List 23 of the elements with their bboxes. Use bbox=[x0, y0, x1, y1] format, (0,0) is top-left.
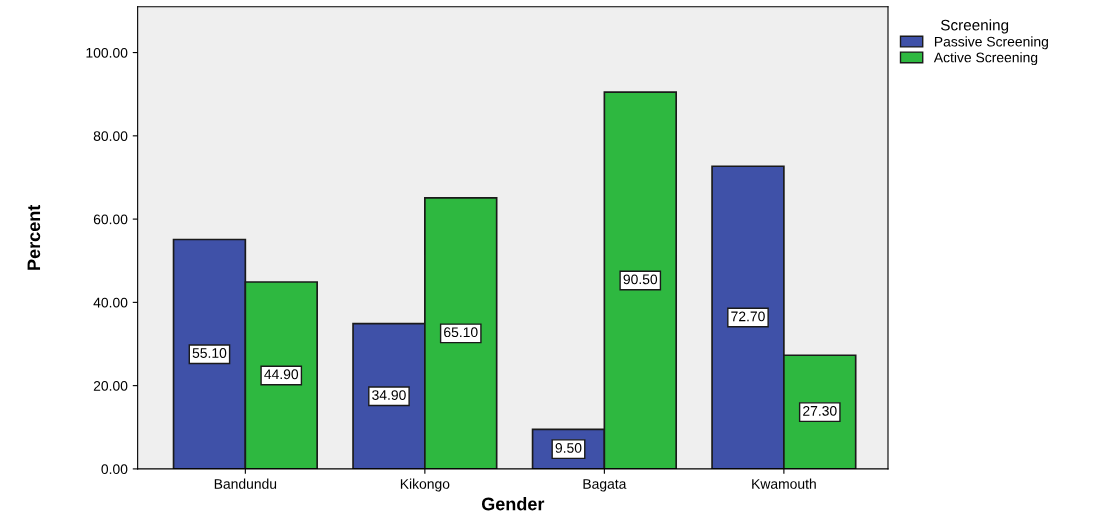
y-tick-label: 60.00 bbox=[93, 214, 128, 225]
x-tick-label: Bagata bbox=[583, 479, 627, 492]
y-axis-title: Percent bbox=[27, 204, 41, 270]
y-tick-label: 0.00 bbox=[101, 464, 128, 475]
data-label: 27.30 bbox=[803, 405, 837, 416]
y-tick-label: 40.00 bbox=[93, 297, 128, 308]
data-label: 90.50 bbox=[623, 274, 658, 285]
legend-label: Passive Screening bbox=[934, 36, 1048, 50]
data-label: 44.90 bbox=[264, 369, 299, 380]
legend-title: Screening bbox=[940, 19, 1009, 34]
data-label: 34.90 bbox=[372, 390, 406, 400]
x-tick-label: Kikongo bbox=[400, 478, 450, 492]
legend-label: Active Screening bbox=[933, 52, 1038, 66]
y-tick-label: 80.00 bbox=[93, 131, 128, 141]
x-tick-label: Kwamouth bbox=[752, 478, 816, 489]
x-tick-label: Bandundu bbox=[214, 478, 277, 489]
y-tick-label: 100.00 bbox=[86, 47, 128, 58]
data-label: 9.50 bbox=[555, 443, 582, 453]
data-label: 72.70 bbox=[731, 311, 765, 322]
data-label: 65.10 bbox=[444, 327, 478, 338]
x-axis-title: Gender bbox=[481, 497, 545, 511]
data-label: 55.10 bbox=[192, 348, 227, 358]
y-tick-label: 20.00 bbox=[93, 380, 128, 391]
